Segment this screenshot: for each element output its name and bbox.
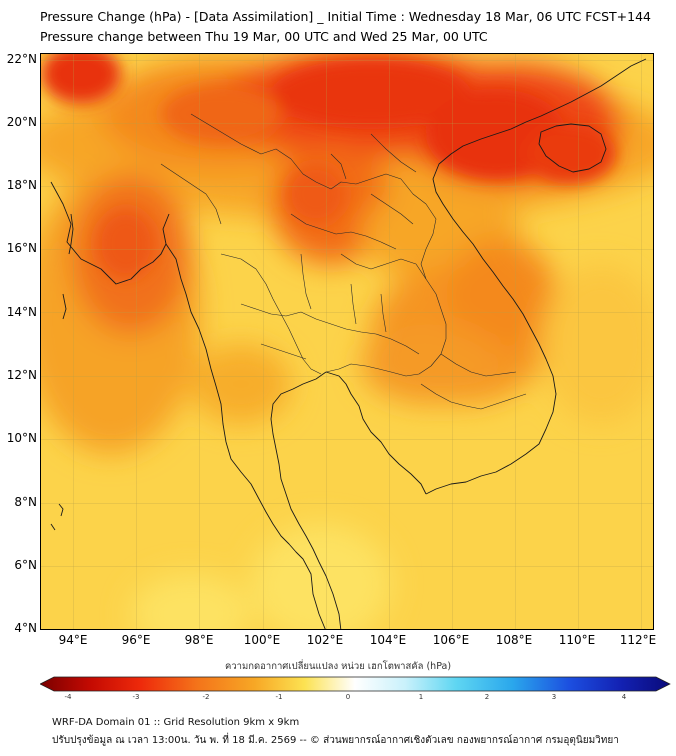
lon-label-108e: 108°E <box>495 633 533 647</box>
lat-label-20n: 20°N <box>6 115 37 129</box>
colorbar-tick-label: 1 <box>418 693 424 701</box>
colorbar-tick-label: 2 <box>484 693 490 701</box>
lat-label-14n: 14°N <box>6 305 37 319</box>
lon-label-98e: 98°E <box>184 633 214 647</box>
lon-label-94e: 94°E <box>58 633 88 647</box>
colorbar-tick-label: 4 <box>621 693 627 701</box>
lat-label-12n: 12°N <box>6 368 37 382</box>
lon-label-110e: 110°E <box>558 633 596 647</box>
colorbar-tick-label: 3 <box>551 693 557 701</box>
graticule <box>41 54 653 629</box>
map-title: Pressure Change (hPa) - [Data Assimilati… <box>40 9 652 24</box>
admin-borders <box>160 113 527 410</box>
colorbar <box>40 676 671 692</box>
lat-label-6n: 6°N <box>14 558 37 572</box>
footer-update-info: ปรับปรุงข้อมูล ณ เวลา 13:00น. วัน พ. ที่… <box>52 735 619 746</box>
map-subtitle: Pressure change between Thu 19 Mar, 00 U… <box>40 29 488 44</box>
lat-label-22n: 22°N <box>6 52 37 66</box>
colorbar-tick-label: -1 <box>275 693 283 701</box>
map-panel[interactable] <box>40 53 654 630</box>
lon-label-112e: 112°E <box>619 633 657 647</box>
lon-label-96e: 96°E <box>121 633 151 647</box>
lat-label-8n: 8°N <box>14 495 37 509</box>
lat-label-18n: 18°N <box>6 178 37 192</box>
lon-label-106e: 106°E <box>432 633 470 647</box>
footer-model-info: WRF-DA Domain 01 :: Grid Resolution 9km … <box>52 717 300 728</box>
colorbar-tick-label: 0 <box>345 693 351 701</box>
colorbar-tick-label: -4 <box>64 693 72 701</box>
lat-label-10n: 10°N <box>6 431 37 445</box>
coastlines <box>50 58 647 629</box>
field-cores <box>41 54 616 279</box>
lon-label-102e: 102°E <box>306 633 344 647</box>
colorbar-tick-label: -3 <box>132 693 140 701</box>
colorbar-bar <box>40 676 671 692</box>
lat-label-16n: 16°N <box>6 241 37 255</box>
lat-label-4n: 4°N <box>14 621 37 635</box>
pressure-field-map <box>41 54 653 629</box>
colorbar-title: ความกดอากาศเปลี่ยนแปลง หน่วย เฮกโตพาสคัล… <box>224 661 452 672</box>
lon-label-104e: 104°E <box>369 633 407 647</box>
lon-label-100e: 100°E <box>243 633 281 647</box>
colorbar-tick-label: -2 <box>202 693 210 701</box>
